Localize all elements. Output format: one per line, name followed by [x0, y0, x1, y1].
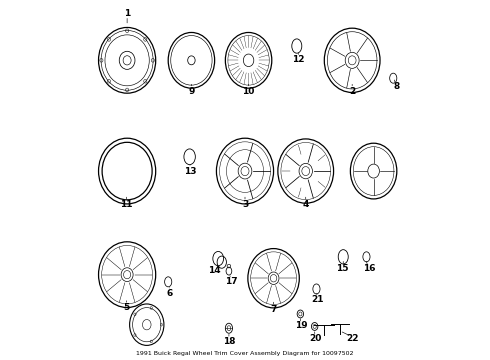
- Text: 7: 7: [270, 305, 277, 314]
- Text: 10: 10: [243, 87, 255, 96]
- Text: 16: 16: [363, 264, 375, 273]
- Text: 17: 17: [225, 277, 238, 286]
- Text: 20: 20: [310, 334, 322, 343]
- Text: 4: 4: [302, 200, 309, 209]
- Text: 6: 6: [166, 289, 172, 298]
- Text: 21: 21: [311, 295, 324, 304]
- Text: 11: 11: [120, 200, 133, 209]
- Text: 19: 19: [295, 321, 308, 330]
- Text: 1991 Buick Regal Wheel Trim Cover Assembly Diagram for 10097502: 1991 Buick Regal Wheel Trim Cover Assemb…: [136, 351, 354, 356]
- Text: 18: 18: [222, 337, 235, 346]
- Text: 12: 12: [293, 55, 305, 64]
- Text: 8: 8: [393, 82, 400, 91]
- Text: 13: 13: [184, 167, 196, 176]
- Text: 5: 5: [123, 303, 129, 312]
- Text: 3: 3: [242, 200, 248, 209]
- Text: 14: 14: [208, 266, 221, 275]
- Text: 2: 2: [349, 87, 355, 96]
- Text: 9: 9: [188, 87, 195, 96]
- Text: 22: 22: [346, 334, 358, 343]
- Text: 15: 15: [336, 264, 349, 273]
- Text: 1: 1: [124, 9, 130, 18]
